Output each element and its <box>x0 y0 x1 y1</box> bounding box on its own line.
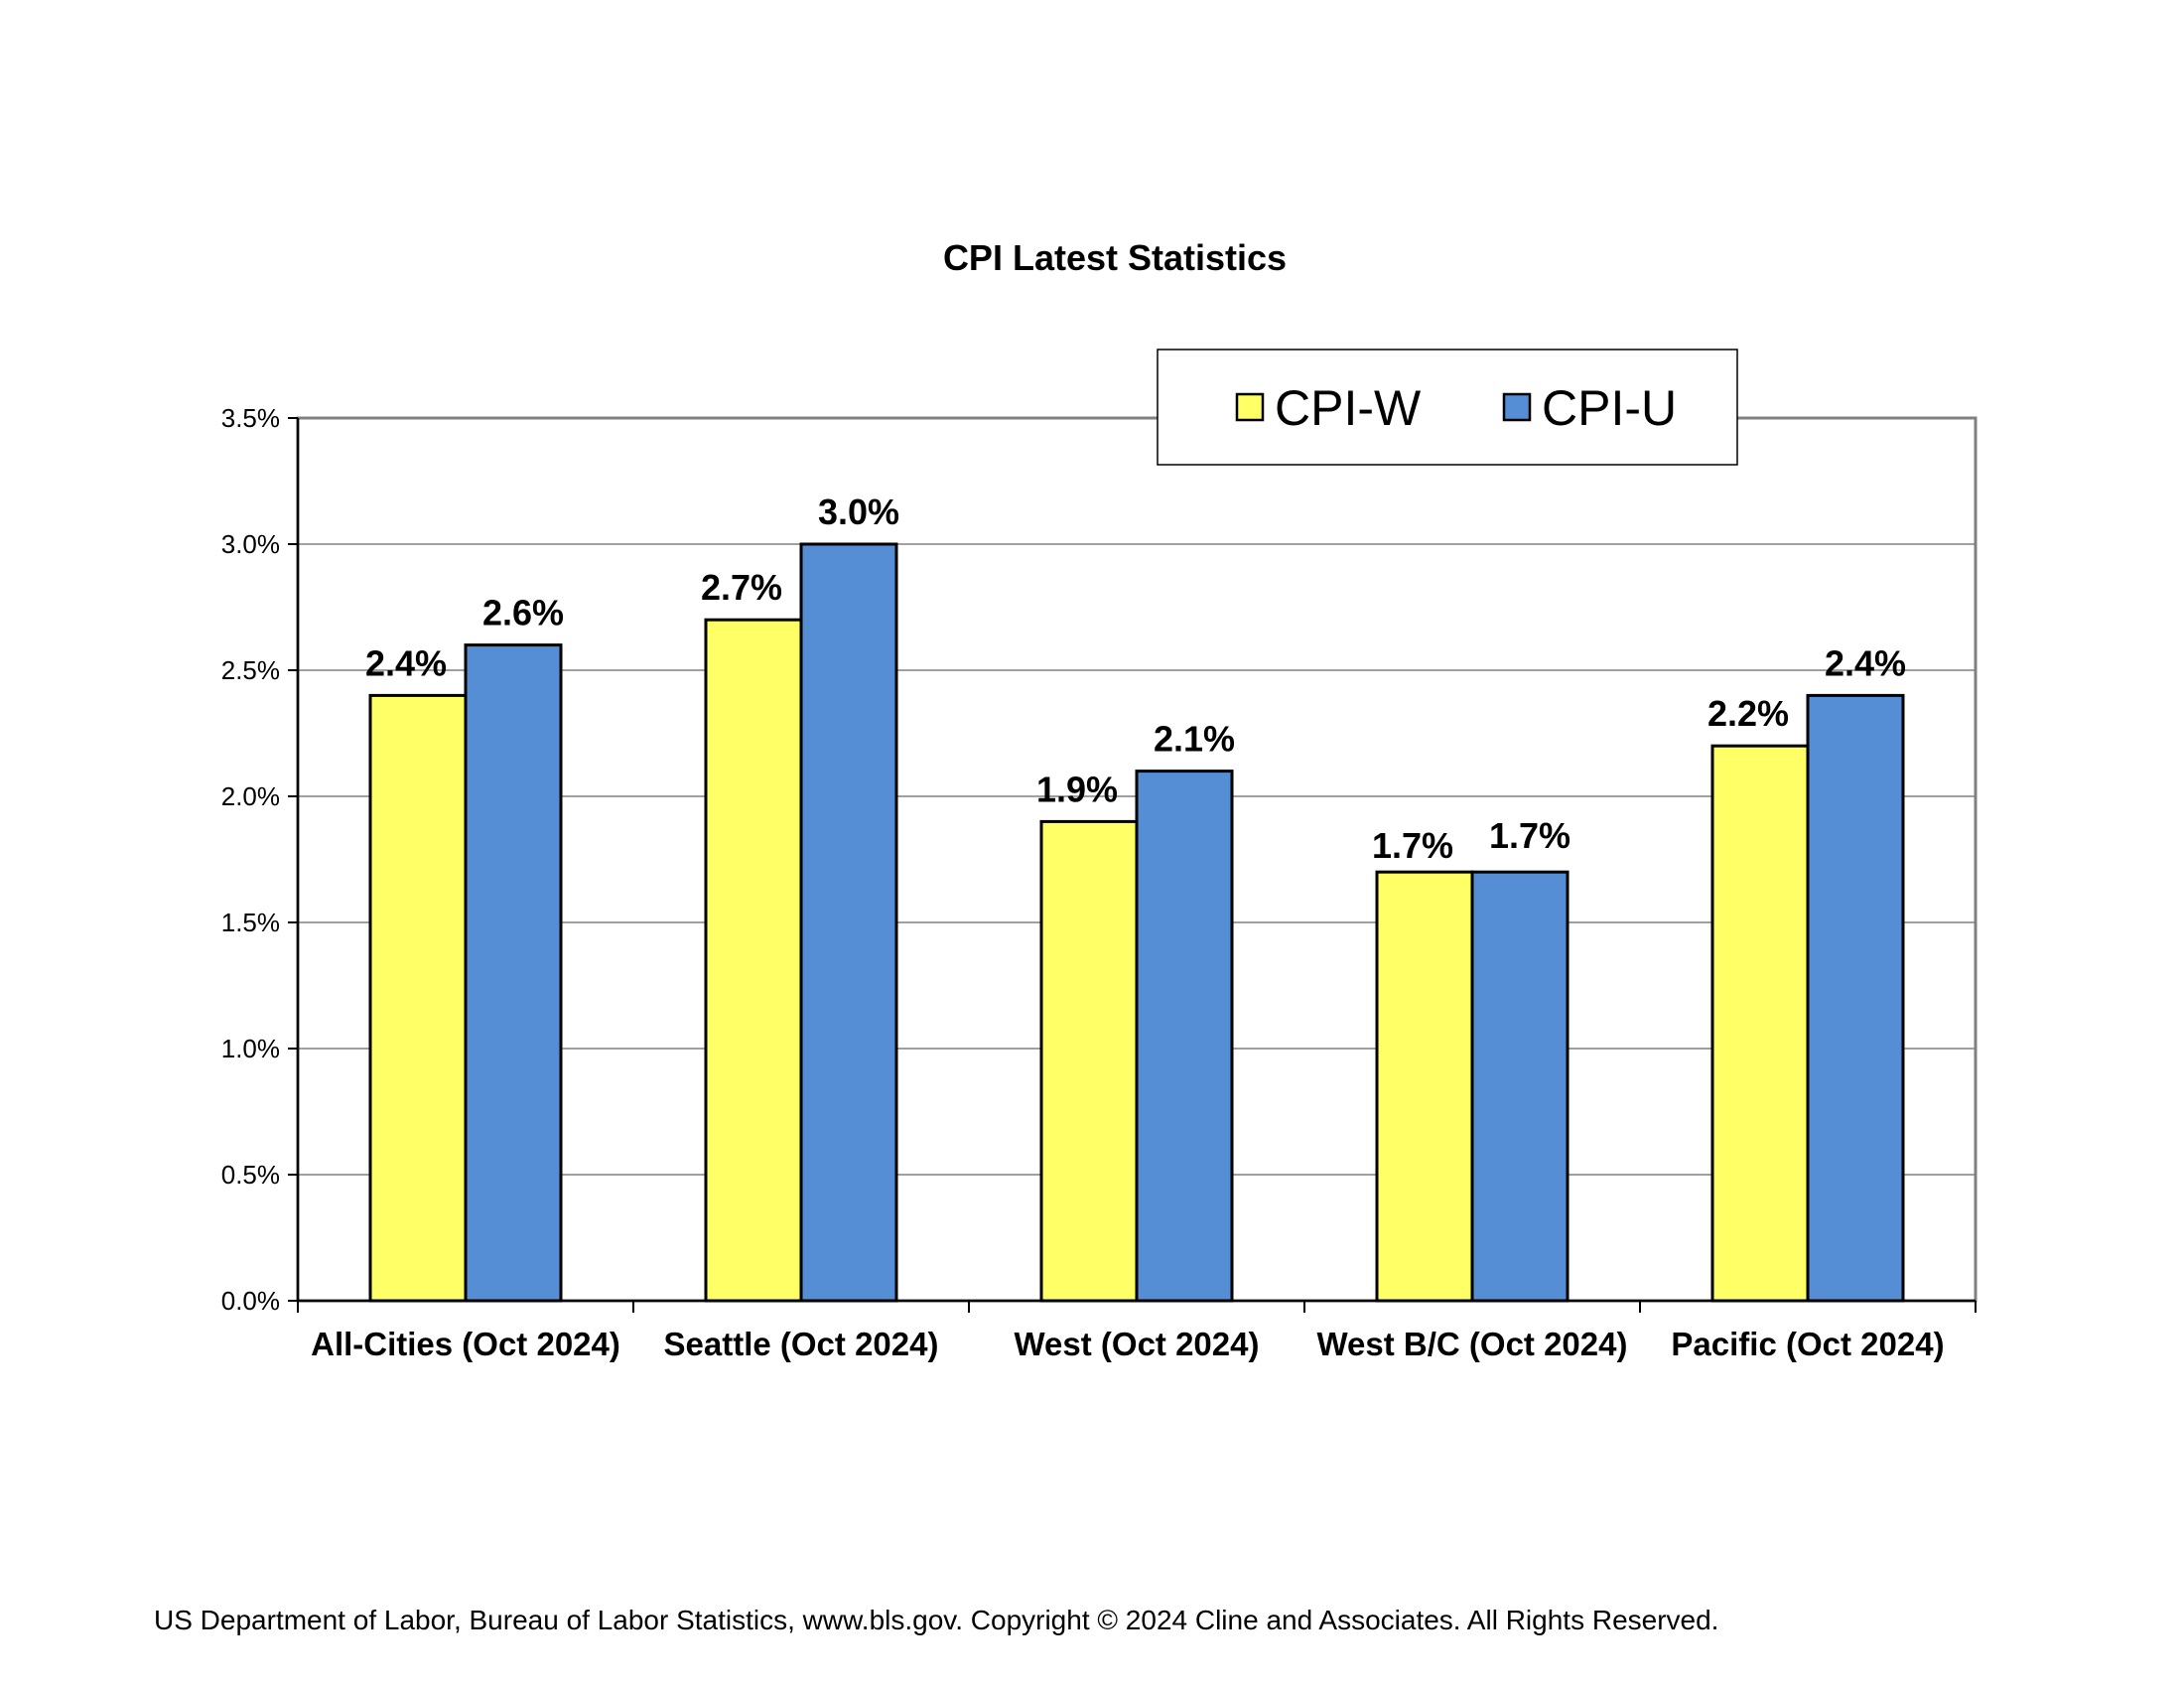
axes: 0.0% 0.5% 1.0% 1.5% 2.0% 2.5% 3.0% 3.5% All-Citi… <box>221 403 1977 1362</box>
bar-cpi-u-3 <box>1470 870 1570 1303</box>
x-tick-label: All-Cities (Oct 2024) <box>311 1326 620 1362</box>
bar-cpi-w-1 <box>704 618 803 1303</box>
x-tick-label: West (Oct 2024) <box>1015 1326 1260 1362</box>
bar-cpi-w-3 <box>1375 870 1474 1303</box>
data-label: 2.2% <box>1707 693 1789 734</box>
bar-cpi-u-1 <box>799 542 898 1303</box>
data-label: 2.4% <box>365 642 447 683</box>
legend-label-cpi-w: CPI-W <box>1275 380 1422 436</box>
bar-cpi-w-2 <box>1039 819 1139 1303</box>
data-label: 2.1% <box>1154 719 1235 760</box>
footer-credit: US Department of Labor, Bureau of Labor … <box>154 1605 1719 1635</box>
legend: CPI-W CPI-U <box>1157 349 1738 466</box>
x-tick-label: Pacific (Oct 2024) <box>1671 1326 1944 1362</box>
data-label: 1.7% <box>1489 815 1570 856</box>
y-tick-label: 1.5% <box>221 908 280 937</box>
bar-cpi-u-2 <box>1135 770 1234 1303</box>
bar-cpi-u-0 <box>464 643 563 1303</box>
legend-swatch-cpi-w <box>1235 392 1265 422</box>
data-label: 2.4% <box>1825 642 1906 683</box>
data-label: 2.6% <box>482 593 564 633</box>
data-label: 1.7% <box>1372 825 1453 866</box>
bar-cpi-u-4 <box>1806 693 1905 1303</box>
legend-swatch-cpi-u <box>1502 392 1532 422</box>
bar-cpi-w-4 <box>1710 744 1810 1303</box>
y-tick-label: 3.0% <box>221 529 280 559</box>
legend-label-cpi-u: CPI-U <box>1542 380 1677 436</box>
y-tick-label: 3.5% <box>221 403 280 433</box>
data-labels: 2.4% 2.6% 2.7% 3.0% 1.9% 2.1% 1.7% 1.7% 2.2% 2.4% <box>365 492 1906 866</box>
y-tick-label: 0.0% <box>221 1286 280 1316</box>
data-label: 3.0% <box>818 492 899 532</box>
x-tick-label: Seattle (Oct 2024) <box>664 1326 939 1362</box>
chart-title: CPI Latest Statistics <box>943 237 1287 278</box>
y-tick-label: 2.0% <box>221 781 280 811</box>
y-tick-label: 2.5% <box>221 655 280 685</box>
y-tick-label: 0.5% <box>221 1160 280 1190</box>
data-label: 1.9% <box>1036 769 1118 809</box>
bars <box>368 542 1905 1303</box>
y-tick-label: 1.0% <box>221 1034 280 1063</box>
data-label: 2.7% <box>701 567 782 608</box>
x-tick-label: West B/C (Oct 2024) <box>1317 1326 1628 1362</box>
bar-cpi-w-0 <box>368 693 468 1303</box>
